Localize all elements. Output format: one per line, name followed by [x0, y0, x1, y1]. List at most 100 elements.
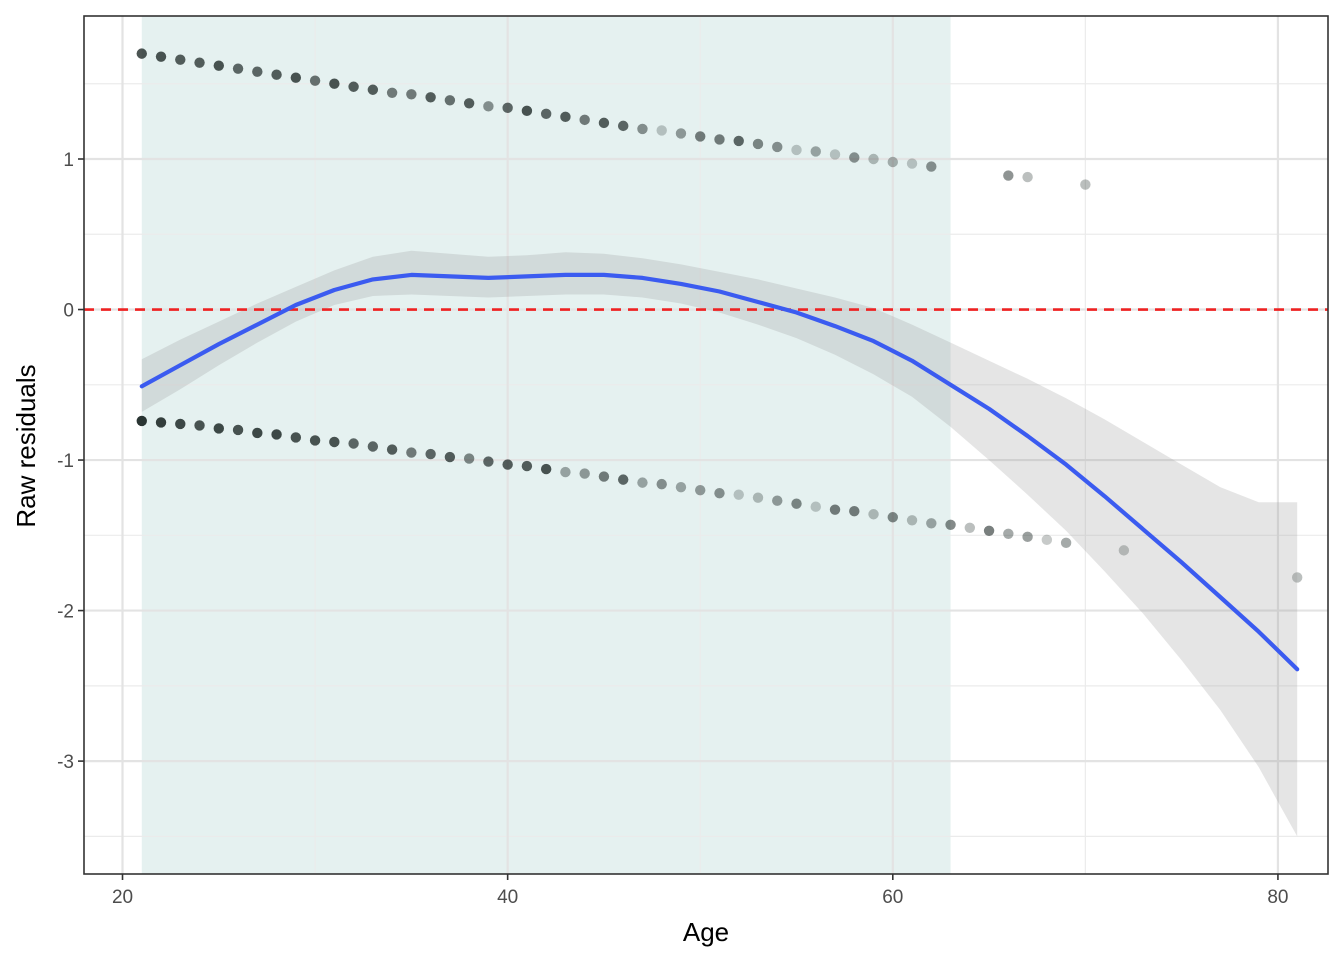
y-tick-label: -3 [57, 752, 74, 773]
residual-point-upper [213, 60, 224, 71]
x-axis-title: Age [683, 917, 729, 947]
residual-point-lower [155, 417, 167, 428]
residual-point-lower [714, 487, 725, 499]
residual-point-lower [868, 509, 879, 520]
residual-point-upper [733, 135, 744, 147]
residual-point-lower [136, 415, 147, 427]
residual-point-upper [906, 158, 918, 169]
residual-point-lower [1022, 531, 1033, 543]
residual-point-upper [329, 78, 340, 89]
residual-point-lower [887, 512, 898, 523]
residual-point-upper [675, 128, 687, 139]
y-tick-label: 0 [63, 301, 74, 322]
residual-point-lower [194, 420, 205, 431]
residual-point-lower [579, 468, 590, 479]
residual-point-lower [791, 498, 802, 509]
residual-point-lower [1291, 572, 1303, 583]
residual-point-lower [367, 441, 379, 452]
x-tick-label: 40 [497, 887, 518, 908]
residual-point-upper [1003, 170, 1014, 181]
residual-point-lower [1118, 545, 1130, 556]
residual-point-lower [1003, 528, 1014, 540]
residual-point-upper [348, 81, 359, 92]
residual-point-lower [521, 460, 533, 472]
residual-point-lower [637, 477, 648, 488]
residual-point-upper [386, 87, 398, 98]
residual-point-lower [386, 444, 398, 455]
residual-point-upper [406, 89, 417, 100]
residual-point-upper [829, 149, 841, 160]
residual-point-upper [656, 125, 667, 136]
x-tick-label: 60 [882, 887, 903, 908]
residual-point-lower [945, 519, 956, 530]
plot-panel [84, 16, 1328, 874]
residual-point-upper [175, 54, 186, 65]
residual-point-upper [617, 120, 629, 132]
residual-point-lower [829, 504, 841, 515]
residual-point-upper [598, 117, 610, 129]
residual-point-lower [406, 447, 417, 458]
residual-point-lower [617, 474, 629, 485]
highlight-region [141, 16, 951, 874]
residual-point-lower [733, 489, 744, 500]
residual-point-lower [175, 418, 186, 430]
residual-point-lower [656, 478, 667, 490]
y-axis-title: Raw residuals [11, 364, 41, 527]
residual-point-upper [926, 161, 937, 172]
residual-point-upper [425, 92, 436, 103]
panel-border [83, 15, 1329, 875]
residual-point-upper [194, 57, 205, 68]
residual-point-upper [714, 134, 725, 145]
residual-point-lower [810, 501, 821, 512]
residual-point-lower [232, 424, 244, 436]
residual-point-lower [906, 515, 918, 526]
residual-point-lower [1041, 534, 1053, 546]
residual-point-upper [752, 138, 764, 150]
residual-point-lower [290, 432, 302, 443]
x-tick-label: 20 [112, 887, 133, 908]
residual-point-upper [271, 69, 282, 80]
residual-point-upper [444, 95, 456, 106]
residual-point-upper [868, 153, 879, 165]
residual-point-lower [983, 525, 995, 536]
residual-point-upper [579, 114, 590, 126]
residual-point-lower [560, 466, 571, 478]
residual-point-lower [463, 453, 475, 464]
residual-point-upper [521, 105, 533, 117]
axes: 20 40 60 80 -3 -2 -1 0 1 [57, 15, 1329, 908]
loess-fit-line [139, 272, 1300, 672]
residual-point-lower [695, 484, 706, 496]
confidence-ribbon [141, 250, 1298, 837]
residual-point-lower [348, 438, 359, 449]
residual-point-upper [637, 123, 648, 135]
residual-point-upper [560, 111, 571, 123]
residual-point-lower [772, 495, 783, 506]
residual-point-upper [772, 141, 783, 153]
x-tick-label: 80 [1267, 887, 1288, 908]
residual-point-lower [849, 506, 860, 517]
residual-point-lower [444, 451, 456, 463]
residual-point-lower [425, 448, 436, 460]
residual-point-upper [232, 63, 244, 74]
residual-point-upper [695, 131, 706, 142]
residual-point-upper [290, 72, 302, 83]
residual-point-lower [213, 423, 224, 434]
residual-point-upper [849, 152, 860, 163]
residual-point-upper [1022, 171, 1033, 183]
residual-point-upper [887, 156, 898, 168]
y-tick-label: 1 [63, 150, 74, 171]
residual-point-lower [752, 492, 764, 503]
residual-point-upper [155, 51, 167, 62]
residual-point-upper [791, 144, 802, 156]
residual-point-upper [483, 101, 494, 112]
residual-point-upper [136, 48, 147, 59]
residual-point-lower [329, 436, 340, 448]
residual-point-lower [598, 471, 610, 482]
residual-point-upper [502, 102, 513, 114]
residual-point-lower [309, 435, 321, 446]
residual-point-lower [252, 427, 263, 439]
residual-point-lower [926, 518, 937, 529]
y-tick-label: -1 [57, 451, 74, 472]
residual-point-upper [252, 66, 263, 77]
